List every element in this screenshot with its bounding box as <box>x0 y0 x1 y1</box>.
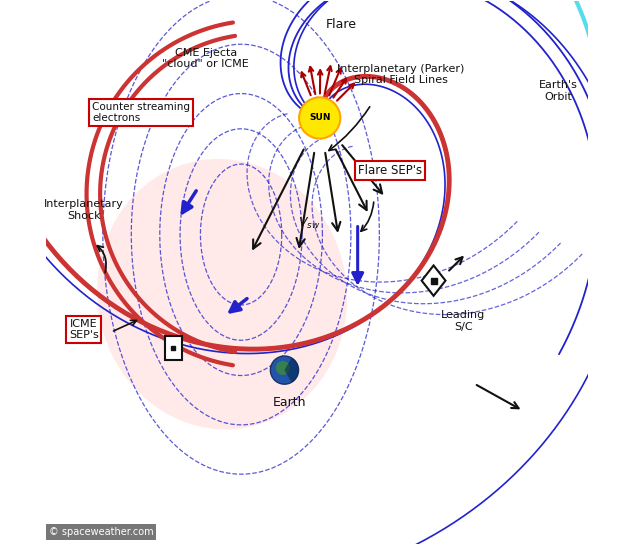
Bar <box>165 336 182 360</box>
Text: ICME
SEP's: ICME SEP's <box>69 319 99 340</box>
Circle shape <box>270 356 299 384</box>
Text: Interplanetary
Shock: Interplanetary Shock <box>44 199 124 221</box>
Text: SUN: SUN <box>309 113 330 123</box>
Polygon shape <box>422 265 446 296</box>
Text: Flare SEP's: Flare SEP's <box>358 164 422 177</box>
Circle shape <box>299 98 340 138</box>
Text: © spaceweather.com: © spaceweather.com <box>49 527 153 537</box>
Text: Counter streaming
electrons: Counter streaming electrons <box>92 102 190 123</box>
Text: Earth: Earth <box>273 396 307 409</box>
Text: Flare: Flare <box>326 18 357 31</box>
Text: Leading
S/C: Leading S/C <box>441 311 486 332</box>
Text: CME Ejecta
"cloud" or ICME: CME Ejecta "cloud" or ICME <box>162 47 249 69</box>
Text: Interplanetary (Parker)
Spiral Field Lines: Interplanetary (Parker) Spiral Field Lin… <box>337 64 465 86</box>
Ellipse shape <box>97 159 347 429</box>
Circle shape <box>276 361 290 375</box>
Text: $V_{sw}$: $V_{sw}$ <box>298 216 320 231</box>
Wedge shape <box>285 358 299 382</box>
Text: Earth's
Orbit: Earth's Orbit <box>539 80 578 102</box>
